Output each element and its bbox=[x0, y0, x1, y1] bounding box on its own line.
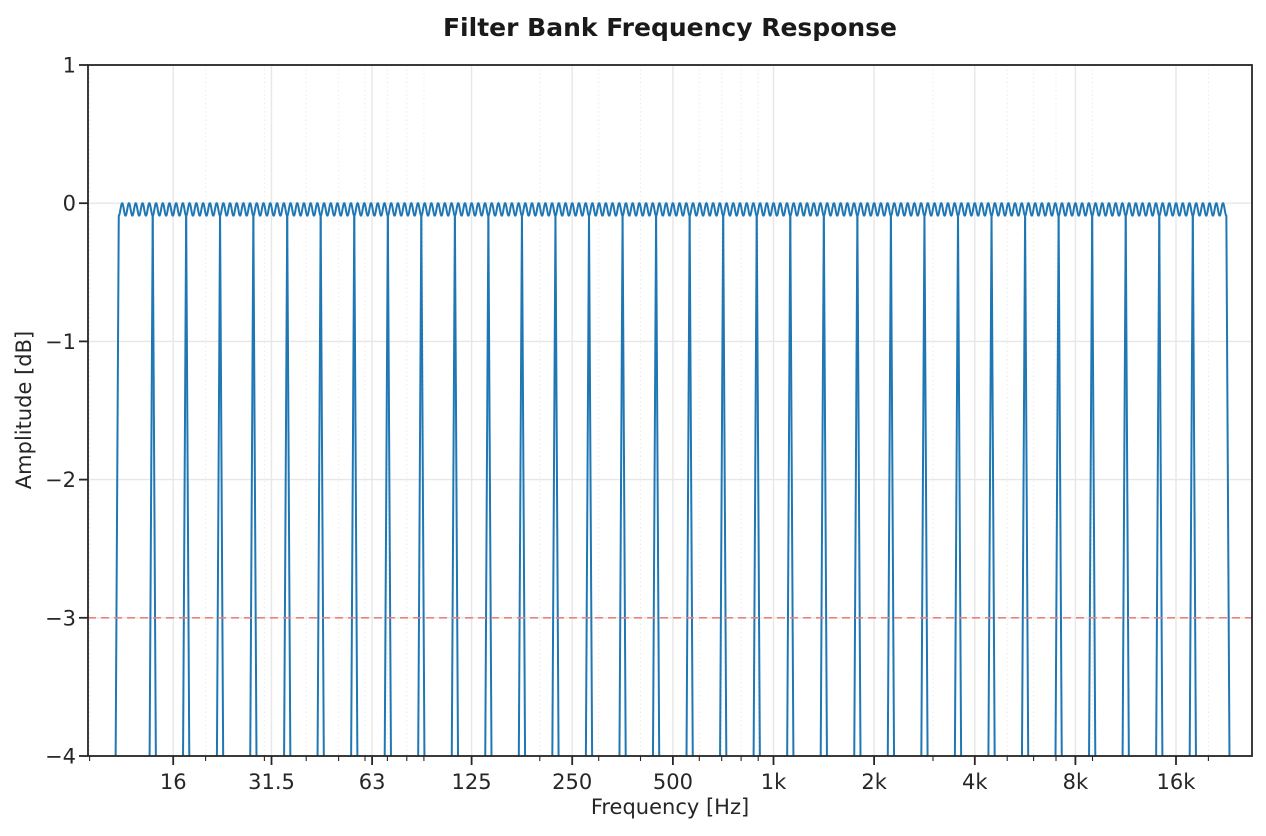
filter-band-curve bbox=[450, 202, 493, 756]
filter-band-curve bbox=[1155, 202, 1197, 756]
x-tick-label: 16k bbox=[1157, 770, 1197, 794]
filter-band-curve bbox=[786, 202, 828, 756]
x-tick-label: 16 bbox=[160, 770, 187, 794]
chart-title: Filter Bank Frequency Response bbox=[443, 13, 897, 42]
filter-band-curve bbox=[148, 202, 191, 756]
x-tick-label: 500 bbox=[653, 770, 693, 794]
filter-band-curve bbox=[752, 202, 795, 756]
filter-band-curve bbox=[987, 202, 1030, 756]
y-tick-label: 1 bbox=[63, 54, 76, 78]
filter-band-curve bbox=[853, 202, 896, 756]
filter-band-curve bbox=[1188, 202, 1231, 756]
x-tick-label: 31.5 bbox=[248, 770, 295, 794]
filter-band-curve bbox=[114, 202, 157, 756]
gridlines-minor bbox=[89, 65, 1209, 756]
filter-band-curve bbox=[584, 202, 627, 756]
y-tick-label: −1 bbox=[45, 330, 76, 354]
x-tick-label: 63 bbox=[359, 770, 386, 794]
filter-band-curve bbox=[651, 202, 694, 756]
axis-ticks bbox=[79, 64, 1209, 765]
filter-band-curve bbox=[886, 202, 929, 756]
x-tick-label: 4k bbox=[962, 770, 988, 794]
x-tick-label: 2k bbox=[861, 770, 887, 794]
y-tick-label: −4 bbox=[45, 745, 76, 769]
x-tick-label: 1k bbox=[761, 770, 787, 794]
filter-band-curve bbox=[1121, 202, 1164, 756]
filter-band-curve bbox=[551, 202, 594, 756]
x-tick-label: 125 bbox=[452, 770, 492, 794]
y-tick-label: −3 bbox=[45, 606, 76, 630]
filter-band-curve bbox=[316, 202, 359, 756]
filter-band-curve bbox=[215, 202, 258, 756]
y-axis-label: Amplitude [dB] bbox=[12, 331, 36, 489]
filter-band-curve bbox=[618, 202, 661, 756]
filter-band-curve bbox=[819, 202, 862, 756]
filter-band-curve bbox=[350, 202, 392, 756]
y-tick-label: −2 bbox=[45, 468, 76, 492]
x-tick-label: 8k bbox=[1063, 770, 1089, 794]
filter-band-curve bbox=[484, 202, 527, 756]
axis-tick-labels: 16 31.5 63 125 250 500 1k 2k 4k 8k 16k 1 0 −1 −2 −3 −4 bbox=[45, 54, 1196, 795]
y-tick-label: 0 bbox=[63, 192, 76, 216]
plot-frame bbox=[87, 64, 1253, 757]
filter-band-curve bbox=[1054, 202, 1097, 756]
filter-band-curve bbox=[1020, 202, 1063, 756]
filter-band-curve bbox=[953, 202, 996, 756]
filter-curves bbox=[114, 202, 1231, 756]
filter-band-curve bbox=[249, 202, 292, 756]
x-tick-label: 250 bbox=[552, 770, 592, 794]
filter-band-curve bbox=[719, 202, 761, 756]
filter-band-curve bbox=[1088, 202, 1130, 756]
filter-band-curve bbox=[283, 202, 325, 756]
gridlines-major bbox=[88, 64, 1252, 757]
filter-band-curve bbox=[685, 202, 728, 756]
filter-band-curve bbox=[920, 202, 963, 756]
filter-band-curve bbox=[182, 202, 225, 756]
filter-band-curve bbox=[383, 202, 426, 756]
filter-band-curve bbox=[417, 202, 460, 756]
filter-band-curve bbox=[517, 202, 560, 756]
x-axis-label: Frequency [Hz] bbox=[591, 795, 749, 819]
